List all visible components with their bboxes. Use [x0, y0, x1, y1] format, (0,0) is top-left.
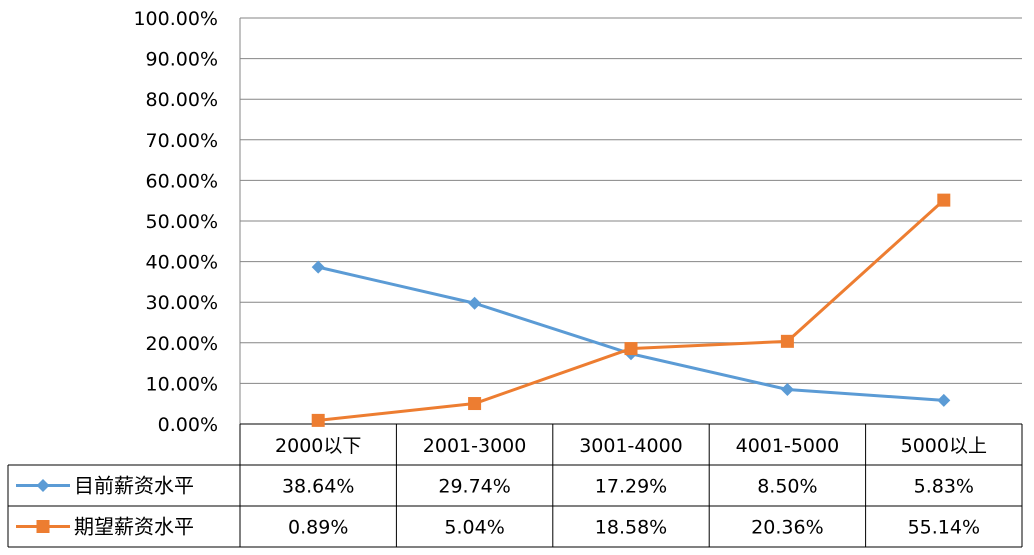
y-tick-label: 50.00%	[146, 211, 218, 233]
legend-key-marker	[36, 520, 50, 533]
category-label: 3001-4000	[579, 435, 683, 457]
data-point	[780, 334, 794, 348]
category-label: 2001-3000	[423, 435, 527, 457]
data-point	[624, 342, 638, 356]
data-table: 2000以下 2001-3000 3001-4000 4001-5000 5000以上目…	[7, 423, 1023, 548]
table-cell-value: 0.89%	[288, 517, 348, 539]
table-cell-value: 55.14%	[908, 517, 980, 539]
y-tick-label: 30.00%	[146, 292, 218, 314]
legend-label: 期望薪资水平	[74, 515, 194, 539]
category-label: 4001-5000	[736, 435, 840, 457]
y-tick-label: 60.00%	[146, 170, 218, 192]
data-point	[468, 397, 482, 411]
data-point	[937, 393, 951, 407]
table-cell-value: 20.36%	[751, 517, 823, 539]
y-tick-label: 0.00%	[158, 414, 218, 436]
table-cell-value: 38.64%	[282, 476, 354, 498]
legend-key-marker	[36, 479, 50, 492]
table-cell-value: 18.58%	[595, 517, 667, 539]
series-lines	[311, 193, 951, 427]
data-point	[937, 193, 951, 207]
table-cell-value: 17.29%	[595, 476, 667, 498]
y-tick-label: 10.00%	[146, 373, 218, 395]
category-label: 5000以上	[901, 435, 987, 457]
table-cell-value: 5.04%	[444, 517, 504, 539]
y-tick-label: 70.00%	[146, 130, 218, 152]
series-line	[318, 199, 945, 422]
y-tick-label: 100.00%	[133, 8, 218, 30]
y-tick-label: 90.00%	[146, 49, 218, 71]
y-tick-label: 20.00%	[146, 333, 218, 355]
table-cell-value: 29.74%	[438, 476, 510, 498]
data-point	[780, 382, 794, 396]
y-axis-tick-labels: 0.00% 10.00% 20.00% 30.00% 40.00% 50.00% 60.00…	[133, 8, 218, 436]
y-tick-label: 40.00%	[146, 252, 218, 274]
y-tick-label: 80.00%	[146, 89, 218, 111]
legend-label: 目前薪资水平	[74, 474, 194, 498]
category-label: 2000以下	[275, 435, 361, 457]
data-point	[311, 260, 325, 274]
series-line	[317, 265, 944, 402]
table-cell-value: 8.50%	[757, 476, 817, 498]
table-cell-value: 5.83%	[914, 476, 974, 498]
data-point	[468, 296, 482, 310]
data-point	[311, 413, 325, 427]
gridlines	[239, 17, 1022, 424]
